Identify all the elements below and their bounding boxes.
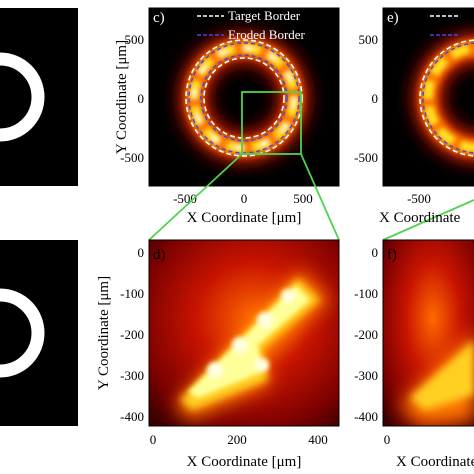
panel-c: c) Target Border Eroded Border 500 0 -50… — [114, 7, 340, 226]
panel-d: d) 0 -100 -200 -300 -400 0 200 400 X Coo… — [96, 239, 340, 470]
legend-eroded-border: Eroded Border — [228, 27, 306, 42]
panel-f: f) 0 -100 -200 -300 -400 0 X Coordinate — [354, 239, 474, 470]
c-xtick-500: 500 — [293, 191, 313, 206]
eroded-border-ring-inner — [200, 54, 288, 142]
f-ytick-400: -400 — [354, 409, 378, 424]
target-border-ring — [185, 39, 303, 157]
d-ytick-100: -100 — [120, 286, 144, 301]
legend-target-border: Target Border — [228, 8, 301, 23]
e-ytick-500: 500 — [359, 32, 379, 47]
target-border-ring-inner — [203, 57, 285, 139]
c-ytick-neg500: -500 — [120, 150, 144, 165]
d-ytick-0: 0 — [138, 245, 145, 260]
c-xtick-0: 0 — [241, 191, 248, 206]
c-xlabel: X Coordinate [μm] — [187, 210, 302, 226]
f-ytick-300: -300 — [354, 368, 378, 383]
f-xlabel: X Coordinate — [396, 454, 474, 470]
d-xlabel: X Coordinate [μm] — [187, 454, 302, 470]
ring-image-bottom — [0, 240, 78, 426]
c-ylabel: Y Coordinate [μm] — [114, 40, 130, 154]
panel-e: e) 500 0 -500 -500 X Coordinate — [354, 7, 474, 226]
d-ytick-300: -300 — [120, 368, 144, 383]
panel-label-e: e) — [387, 10, 399, 26]
d-ylabel: Y Coordinate [μm] — [96, 276, 112, 390]
f-ytick-0: 0 — [372, 245, 379, 260]
d-xtick-400: 400 — [308, 432, 328, 447]
f-xtick-0: 0 — [384, 432, 391, 447]
f-ytick-100: -100 — [354, 286, 378, 301]
d-xtick-0: 0 — [150, 432, 157, 447]
ring-image-top — [0, 8, 78, 186]
d-ytick-200: -200 — [120, 327, 144, 342]
c-ytick-0: 0 — [138, 91, 145, 106]
c-ytick-500: 500 — [125, 32, 145, 47]
panel-label-d: d) — [153, 247, 166, 263]
e-ytick-neg500: -500 — [354, 150, 378, 165]
eroded-border-ring — [188, 42, 300, 154]
e-ytick-0: 0 — [372, 91, 379, 106]
legend-c: Target Border Eroded Border — [197, 8, 306, 42]
zoom-connectors — [148, 153, 474, 241]
d-ytick-400: -400 — [120, 409, 144, 424]
zoom-box — [241, 91, 302, 155]
panel-label-f: f) — [387, 247, 397, 263]
panel-label-c: c) — [153, 10, 165, 26]
d-xtick-200: 200 — [227, 432, 247, 447]
e-xtick-neg500: -500 — [407, 191, 431, 206]
e-xlabel: X Coordinate — [379, 210, 461, 226]
f-ytick-200: -200 — [354, 327, 378, 342]
